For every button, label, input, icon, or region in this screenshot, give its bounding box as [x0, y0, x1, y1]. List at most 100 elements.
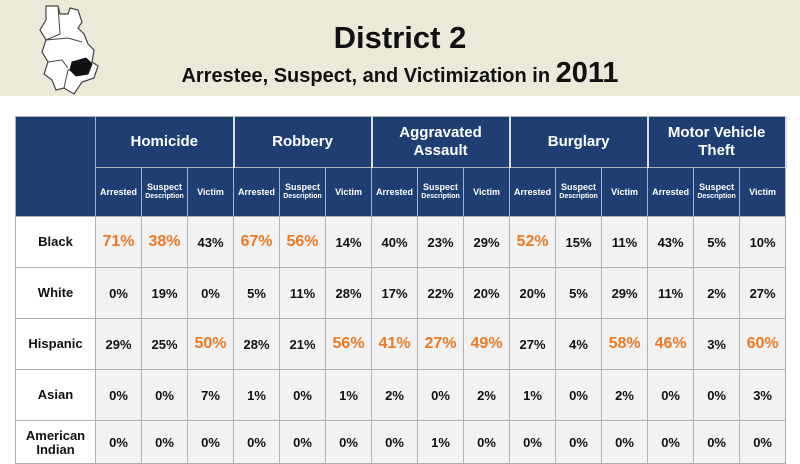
- crime-header: Aggravated Assault: [371, 116, 511, 168]
- subheader-description-label: Description: [559, 193, 598, 200]
- subheader-victim: Victim: [463, 167, 511, 217]
- percent-cell: 1%: [233, 369, 281, 421]
- subheader-arrested: Arrested: [371, 167, 419, 217]
- percent-cell: 0%: [555, 420, 603, 464]
- percent-cell: 0%: [647, 420, 695, 464]
- percent-cell: 28%: [325, 267, 373, 319]
- highlighted-percent-cell: 56%: [325, 318, 373, 370]
- percent-cell: 15%: [555, 216, 603, 268]
- percent-cell: 0%: [739, 420, 787, 464]
- percent-cell: 0%: [509, 420, 557, 464]
- row-label: Hispanic: [15, 318, 96, 370]
- table-row: Asian 0% 0% 7% 1% 0% 1% 2% 0% 2% 1% 0% 2% 0% 0% 3%: [15, 369, 787, 421]
- percent-cell: 5%: [693, 216, 741, 268]
- percent-cell: 5%: [555, 267, 603, 319]
- subheader-victim: Victim: [739, 167, 787, 217]
- subheader-description-label: Description: [283, 193, 322, 200]
- percent-cell: 0%: [693, 369, 741, 421]
- percent-cell: 22%: [417, 267, 465, 319]
- highlighted-percent-cell: 50%: [186, 318, 235, 370]
- percent-cell: 2%: [371, 369, 419, 421]
- subheader-arrested: Arrested: [509, 167, 557, 217]
- percent-cell: 0%: [186, 267, 235, 319]
- percent-cell: 27%: [739, 267, 787, 319]
- highlighted-percent-cell: 56%: [279, 216, 327, 268]
- crime-header: Robbery: [233, 116, 373, 168]
- percent-cell: 11%: [647, 267, 695, 319]
- percent-cell: 0%: [647, 369, 695, 421]
- percent-cell: 2%: [693, 267, 741, 319]
- subheader-suspect-description: Suspect Description: [279, 167, 327, 217]
- percent-cell: 0%: [95, 369, 142, 421]
- highlighted-percent-cell: 52%: [509, 216, 557, 268]
- percent-cell: 43%: [647, 216, 695, 268]
- percent-cell: 0%: [463, 420, 511, 464]
- table-row: White 0% 19% 0% 5% 11% 28% 17% 22% 20% 20% 5% 29% 11%…: [15, 267, 787, 319]
- percent-cell: 40%: [371, 216, 419, 268]
- highlighted-percent-cell: 38%: [141, 216, 188, 268]
- title-banner: District 2 Arrestee, Suspect, and Victim…: [0, 0, 800, 96]
- subtitle-text: Arrestee, Suspect, and Victimization in: [181, 65, 551, 87]
- percent-cell: 3%: [693, 318, 741, 370]
- subheader-suspect-description: Suspect Description: [141, 167, 188, 217]
- percent-cell: 11%: [601, 216, 649, 268]
- percent-cell: 1%: [325, 369, 373, 421]
- row-label: American Indian: [15, 420, 96, 464]
- highlighted-percent-cell: 67%: [233, 216, 281, 268]
- subheader-description-label: Description: [145, 193, 184, 200]
- subheader-suspect-label: Suspect: [561, 182, 597, 192]
- subheader-victim: Victim: [186, 167, 235, 217]
- percent-cell: 29%: [95, 318, 142, 370]
- percent-cell: 11%: [279, 267, 327, 319]
- percent-cell: 0%: [186, 420, 235, 464]
- percent-cell: 14%: [325, 216, 373, 268]
- percent-cell: 20%: [463, 267, 511, 319]
- percent-cell: 25%: [141, 318, 188, 370]
- statistics-table: Homicide Robbery Aggravated Assault Burg…: [15, 116, 787, 464]
- percent-cell: 1%: [417, 420, 465, 464]
- subheader-suspect-label: Suspect: [423, 182, 459, 192]
- subheader-suspect-label: Suspect: [146, 182, 182, 192]
- page-subtitle: Arrestee, Suspect, and Victimization in …: [0, 58, 800, 91]
- percent-cell: 0%: [555, 369, 603, 421]
- table-row: Hispanic 29% 25% 50% 28% 21% 56% 41% 27% 49% 27% 4%…: [15, 318, 787, 370]
- subheader-arrested: Arrested: [647, 167, 695, 217]
- percent-cell: 5%: [233, 267, 281, 319]
- percent-cell: 1%: [509, 369, 557, 421]
- subheader-arrested: Arrested: [233, 167, 281, 217]
- highlighted-percent-cell: 46%: [647, 318, 695, 370]
- subheader-suspect-description: Suspect Description: [693, 167, 741, 217]
- table-row: American Indian 0% 0% 0% 0% 0% 0% 0% 1% 0% 0% 0% 0% 0…: [15, 420, 787, 464]
- highlighted-percent-cell: 60%: [739, 318, 787, 370]
- percent-cell: 21%: [279, 318, 327, 370]
- row-label: Black: [15, 216, 96, 268]
- subheader-description-label: Description: [697, 193, 736, 200]
- crime-header: Homicide: [94, 116, 235, 168]
- percent-cell: 2%: [601, 369, 649, 421]
- percent-cell: 0%: [141, 420, 188, 464]
- highlighted-percent-cell: 71%: [95, 216, 142, 268]
- crime-header: Burglary: [509, 116, 649, 168]
- highlighted-percent-cell: 41%: [371, 318, 419, 370]
- highlighted-percent-cell: 49%: [463, 318, 511, 370]
- percent-cell: 0%: [601, 420, 649, 464]
- subheader-arrested: Arrested: [95, 167, 142, 217]
- crime-header: Motor Vehicle Theft: [647, 116, 787, 168]
- subheader-suspect-description: Suspect Description: [555, 167, 603, 217]
- percent-cell: 23%: [417, 216, 465, 268]
- row-label: Asian: [15, 369, 96, 421]
- subheader-victim: Victim: [325, 167, 373, 217]
- subheader-suspect-label: Suspect: [699, 182, 735, 192]
- subtitle-year: 2011: [555, 57, 619, 89]
- percent-cell: 0%: [233, 420, 281, 464]
- percent-cell: 43%: [186, 216, 235, 268]
- percent-cell: 0%: [95, 267, 142, 319]
- percent-cell: 20%: [509, 267, 557, 319]
- percent-cell: 0%: [279, 369, 327, 421]
- subheader-description-label: Description: [421, 193, 460, 200]
- page-title: District 2: [333, 20, 467, 55]
- percent-cell: 0%: [693, 420, 741, 464]
- percent-cell: 3%: [739, 369, 787, 421]
- percent-cell: 17%: [371, 267, 419, 319]
- percent-cell: 0%: [141, 369, 188, 421]
